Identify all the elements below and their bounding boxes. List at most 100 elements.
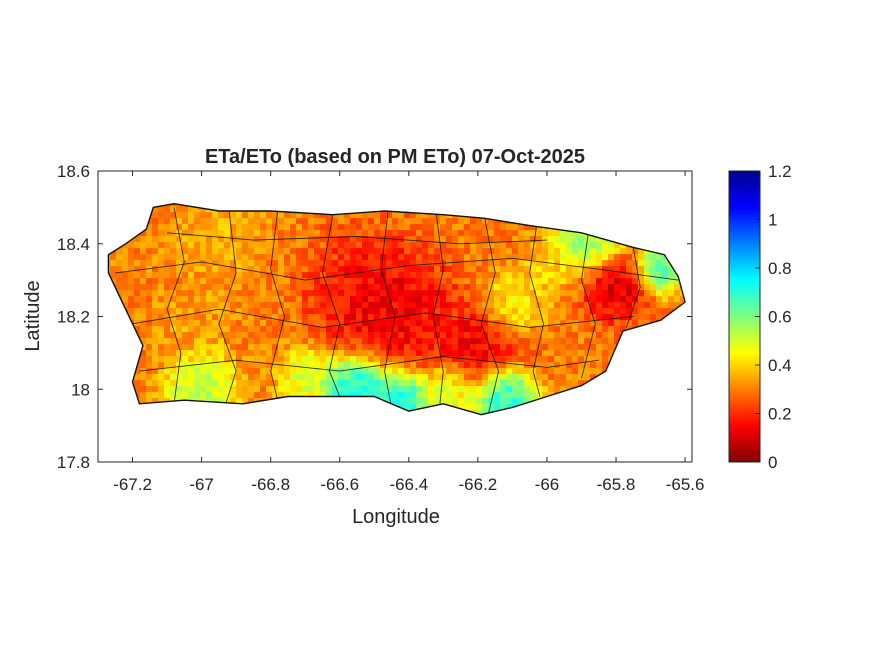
heatmap-cell (164, 368, 171, 375)
heatmap-cell (278, 368, 285, 375)
heatmap-cell (470, 260, 477, 267)
heatmap-cell (410, 218, 417, 225)
heatmap-cell (188, 290, 195, 297)
heatmap-cell (194, 260, 201, 267)
heatmap-cell (338, 314, 345, 321)
heatmap-cell (512, 386, 519, 393)
heatmap-cell (572, 302, 579, 309)
heatmap-cell (308, 296, 315, 303)
heatmap-cell (548, 320, 555, 327)
heatmap-cell (212, 338, 219, 345)
heatmap-cell (470, 230, 477, 237)
heatmap-cell (194, 230, 201, 237)
y-tick-label: 18.4 (57, 235, 90, 254)
heatmap-cell (476, 266, 483, 273)
heatmap-cell (332, 248, 339, 255)
heatmap-cell (584, 260, 591, 267)
heatmap-cell (338, 278, 345, 285)
heatmap-cell (470, 218, 477, 225)
heatmap-cell (446, 362, 453, 369)
heatmap-cell (356, 230, 363, 237)
heatmap-cell (572, 362, 579, 369)
heatmap-cell (254, 230, 261, 237)
heatmap-cell (602, 356, 609, 363)
heatmap-cell (236, 368, 243, 375)
heatmap-cell (188, 224, 195, 231)
heatmap-cell (608, 326, 615, 333)
heatmap-cell (260, 374, 267, 381)
heatmap-cell (464, 380, 471, 387)
heatmap-cell (554, 278, 561, 285)
heatmap-cell (416, 248, 423, 255)
heatmap-cell (614, 326, 621, 333)
heatmap-cell (224, 290, 231, 297)
heatmap-cell (368, 236, 375, 243)
heatmap-cell (368, 302, 375, 309)
heatmap-cell (512, 362, 519, 369)
heatmap-cell (506, 260, 513, 267)
heatmap-cell (392, 296, 399, 303)
heatmap-cell (470, 272, 477, 279)
heatmap-cell (272, 278, 279, 285)
heatmap-cell (524, 266, 531, 273)
heatmap-cell (506, 296, 513, 303)
heatmap-cell (164, 266, 171, 273)
heatmap-cell (512, 338, 519, 345)
heatmap-cell (248, 374, 255, 381)
heatmap-cell (320, 224, 327, 231)
heatmap-cell (158, 320, 165, 327)
heatmap-cell (488, 290, 495, 297)
heatmap-cell (464, 362, 471, 369)
heatmap-cell (524, 236, 531, 243)
x-tick-label: -65.6 (666, 475, 705, 494)
heatmap-cell (584, 374, 591, 381)
heatmap-cell (416, 374, 423, 381)
x-tick-label: -67.2 (113, 475, 152, 494)
heatmap-cell (584, 248, 591, 255)
heatmap-cell (632, 290, 639, 297)
heatmap-cell (158, 236, 165, 243)
heatmap-cell (596, 254, 603, 261)
heatmap-cell (296, 236, 303, 243)
heatmap-cell (344, 260, 351, 267)
heatmap-cell (230, 224, 237, 231)
heatmap-cell (314, 212, 321, 219)
heatmap-cell (446, 398, 453, 405)
heatmap-cell (368, 290, 375, 297)
heatmap-cell (410, 314, 417, 321)
heatmap-cell (296, 266, 303, 273)
y-axis-label: Latitude (22, 280, 44, 351)
heatmap-cell (596, 242, 603, 249)
heatmap-cell (500, 296, 507, 303)
heatmap-cell (440, 224, 447, 231)
heatmap-cell (386, 368, 393, 375)
heatmap-cell (428, 356, 435, 363)
heatmap-cell (212, 380, 219, 387)
heatmap-cell (110, 260, 117, 267)
heatmap-cell (152, 236, 159, 243)
heatmap-cell (230, 260, 237, 267)
heatmap-cell (248, 332, 255, 339)
heatmap-cell (140, 380, 147, 387)
heatmap-cell (308, 254, 315, 261)
heatmap-cell (554, 314, 561, 321)
heatmap-cell (410, 380, 417, 387)
heatmap-cell (398, 290, 405, 297)
heatmap-cell (386, 290, 393, 297)
heatmap-cell (410, 260, 417, 267)
heatmap-cell (602, 266, 609, 273)
heatmap-cell (656, 266, 663, 273)
heatmap-cell (512, 392, 519, 399)
heatmap-cell (344, 212, 351, 219)
heatmap-cell (338, 362, 345, 369)
heatmap-cell (590, 296, 597, 303)
heatmap-cell (314, 344, 321, 351)
heatmap-cell (236, 272, 243, 279)
heatmap-cell (518, 374, 525, 381)
heatmap-cell (560, 266, 567, 273)
heatmap-cell (632, 248, 639, 255)
heatmap-cell (296, 308, 303, 315)
heatmap-cell (368, 242, 375, 249)
heatmap-cell (524, 320, 531, 327)
